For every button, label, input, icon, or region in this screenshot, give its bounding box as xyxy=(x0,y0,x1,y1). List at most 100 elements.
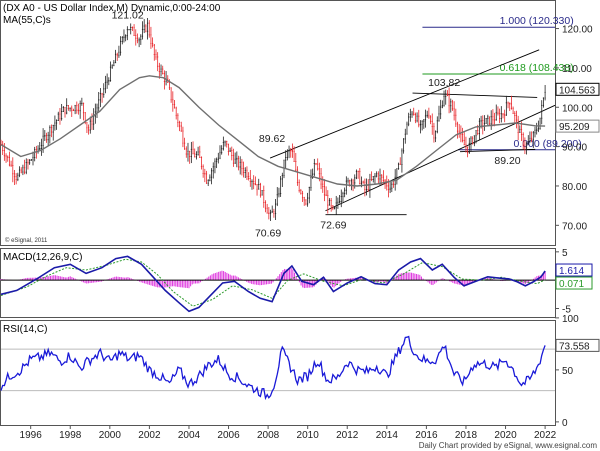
rsi-last-value: 73.558 xyxy=(559,341,590,352)
price-candle xyxy=(103,83,105,98)
price-candle xyxy=(357,170,359,179)
price-candle xyxy=(18,166,21,178)
price-candle xyxy=(57,111,59,121)
price-candle xyxy=(133,24,135,37)
price-candle xyxy=(450,98,452,113)
price-candle xyxy=(527,135,529,145)
price-candle xyxy=(278,187,280,198)
macd-panel-title: MACD(12,26,9,C) xyxy=(3,252,82,263)
price-candle xyxy=(266,203,268,214)
price-candle xyxy=(478,118,481,140)
price-candle xyxy=(271,205,273,213)
price-candle xyxy=(468,137,470,154)
price-candle xyxy=(44,130,46,141)
rsi-panel-title: RSI(14,C) xyxy=(3,324,47,335)
price-candle xyxy=(32,151,34,166)
price-candle xyxy=(131,26,133,32)
price-annotation: 70.69 xyxy=(255,228,281,240)
price-candle xyxy=(187,142,189,162)
price-candle xyxy=(39,142,41,151)
price-candle xyxy=(135,29,137,46)
price-candle xyxy=(251,179,253,190)
price-candle xyxy=(160,64,162,77)
price-candle xyxy=(436,116,438,134)
price-candle xyxy=(490,110,492,130)
price-candle xyxy=(421,120,423,131)
esignal-credit: © eSignal, 2011 xyxy=(5,237,48,244)
price-candle xyxy=(408,112,410,127)
last-price-label: 104.563 xyxy=(559,85,596,96)
price-candle xyxy=(310,169,312,191)
price-candle xyxy=(261,190,263,196)
price-candle xyxy=(382,170,384,185)
price-candle xyxy=(355,169,358,180)
price-candle xyxy=(239,156,241,175)
price-panel: 1.000 (120.330) 0.618 (108.438) 0.000 (89.… xyxy=(0,0,600,246)
price-candle xyxy=(157,52,159,72)
price-annotation: 89.62 xyxy=(259,133,285,145)
price-candle xyxy=(338,194,341,204)
x-tick-label: 2020 xyxy=(494,430,517,441)
price-candle xyxy=(231,146,233,161)
price-candle xyxy=(210,168,213,185)
price-candle xyxy=(108,77,110,86)
price-candle xyxy=(536,122,538,135)
price-candle xyxy=(418,109,420,128)
price-candle xyxy=(177,113,179,128)
price-y-tick-label: 120.00 xyxy=(562,25,593,36)
price-candle xyxy=(465,136,467,153)
price-candle xyxy=(219,145,221,160)
price-candle xyxy=(286,149,288,161)
price-candle xyxy=(96,103,98,119)
price-candle xyxy=(195,151,198,160)
price-candle xyxy=(34,146,36,162)
price-candle xyxy=(317,158,319,171)
price-candle xyxy=(293,146,295,162)
price-candle xyxy=(391,182,393,193)
price-candle xyxy=(433,122,435,143)
price-candle xyxy=(301,190,304,202)
price-candle xyxy=(104,75,107,94)
price-panel-title: (DX A0 - US Dollar Index,M) Dynamic,0:00… xyxy=(3,3,221,14)
price-candle xyxy=(327,190,329,214)
price-candle xyxy=(389,181,391,194)
price-candle xyxy=(214,158,216,174)
price-candle xyxy=(123,29,125,43)
price-candle xyxy=(10,160,12,167)
price-candle xyxy=(396,168,398,185)
price-candle xyxy=(281,172,283,187)
price-candle xyxy=(441,100,443,109)
price-candle xyxy=(285,150,287,169)
price-candle xyxy=(248,172,250,181)
price-candle xyxy=(27,158,29,170)
price-candle xyxy=(274,199,277,221)
price-candle xyxy=(17,172,19,182)
price-candle xyxy=(499,108,501,124)
price-candle xyxy=(226,140,228,148)
price-candle xyxy=(472,136,474,145)
macd-y-tick-label: 5 xyxy=(562,248,568,259)
price-candle xyxy=(66,98,68,115)
price-candle xyxy=(152,37,154,48)
price-candle xyxy=(377,171,379,185)
price-candle xyxy=(429,115,432,125)
price-candle xyxy=(517,115,519,141)
price-candle xyxy=(428,107,430,119)
price-candle xyxy=(325,186,327,197)
x-tick-label: 2016 xyxy=(415,430,438,441)
price-candle xyxy=(414,112,416,124)
price-candle xyxy=(306,192,309,207)
price-candle xyxy=(72,108,75,112)
price-candle xyxy=(126,26,128,41)
price-candle xyxy=(280,176,282,197)
price-candle xyxy=(492,109,494,127)
price-candle xyxy=(456,121,459,139)
price-candle xyxy=(8,151,11,167)
price-candle xyxy=(263,185,265,208)
price-candle xyxy=(529,131,531,143)
price-candle xyxy=(539,117,541,130)
price-candle xyxy=(175,106,177,120)
price-candle xyxy=(125,34,127,42)
price-candle xyxy=(335,195,337,215)
